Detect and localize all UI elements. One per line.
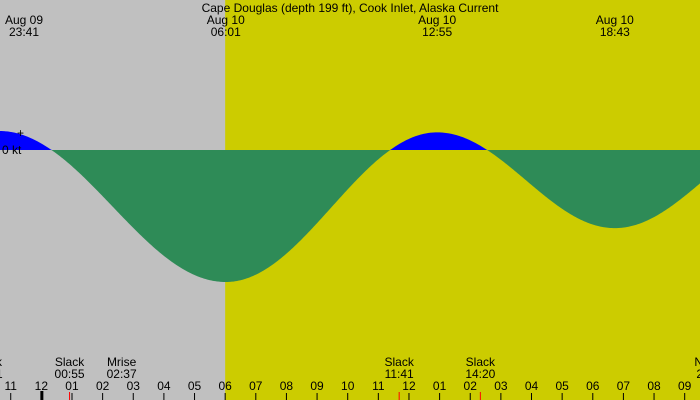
event-time-label: 02:37 bbox=[107, 367, 137, 381]
extremum-time-label: 18:43 bbox=[600, 25, 630, 39]
event-time-label: 11:41 bbox=[385, 367, 414, 381]
ebb-area bbox=[0, 150, 700, 282]
event-name-label: k bbox=[0, 355, 3, 369]
extremum-date-label: Aug 10 bbox=[418, 13, 456, 27]
current-curve bbox=[0, 131, 700, 282]
zero-line-group: 0 kt + bbox=[2, 126, 24, 157]
extremum-time-label: 23:41 bbox=[9, 25, 39, 39]
hour-tick-label: 08 bbox=[280, 379, 294, 393]
event-name-label: Slack bbox=[384, 355, 414, 369]
plus-marker: + bbox=[17, 126, 24, 140]
chart-title: Cape Douglas (depth 199 ft), Cook Inlet,… bbox=[202, 1, 499, 15]
hour-tick-label: 07 bbox=[617, 379, 631, 393]
hour-tick-label: 08 bbox=[647, 379, 661, 393]
extremum-date-label: Aug 10 bbox=[207, 13, 245, 27]
hour-tick-label: 02 bbox=[464, 379, 478, 393]
hour-tick-label: 05 bbox=[555, 379, 569, 393]
hour-tick-label: 11 bbox=[372, 379, 385, 393]
bottom-events: k1Slack00:55Mrise02:37Slack11:41Slack14:… bbox=[0, 355, 700, 400]
extremum-time-label: 06:01 bbox=[211, 25, 241, 39]
event-name-label: Slack bbox=[466, 355, 496, 369]
now-marker bbox=[40, 391, 44, 400]
hour-tick-label: 06 bbox=[218, 379, 232, 393]
hour-tick-label: 10 bbox=[341, 379, 355, 393]
hour-tick-label: 04 bbox=[525, 379, 539, 393]
hour-tick-label: 11 bbox=[4, 379, 17, 393]
hour-tick-label: 01 bbox=[65, 379, 79, 393]
hour-tick-label: 06 bbox=[586, 379, 600, 393]
hour-axis: 11 12 01 02 03 04 05 06 07 08 09 10 11 12 01 02 03 04 05 06… bbox=[4, 379, 692, 400]
hour-tick-label: 05 bbox=[188, 379, 202, 393]
hour-tick-label: 09 bbox=[678, 379, 692, 393]
hour-tick-label: 12 bbox=[402, 379, 416, 393]
zero-kt-label: 0 kt bbox=[2, 143, 22, 157]
hour-tick-label: 09 bbox=[310, 379, 324, 393]
hour-tick-label: 03 bbox=[127, 379, 141, 393]
hour-tick-label: 04 bbox=[157, 379, 171, 393]
extremum-date-label: Aug 09 bbox=[5, 13, 43, 27]
event-name-label: Slack bbox=[55, 355, 85, 369]
event-name-label: N bbox=[694, 355, 700, 369]
hour-tick-label: 01 bbox=[433, 379, 447, 393]
event-time-label: 2 bbox=[696, 367, 700, 381]
extremum-time-label: 12:55 bbox=[422, 25, 452, 39]
extremum-date-label: Aug 10 bbox=[596, 13, 634, 27]
hour-tick-label: 02 bbox=[96, 379, 110, 393]
hour-tick-label: 12 bbox=[35, 379, 49, 393]
event-time-label: 00:55 bbox=[55, 367, 85, 381]
hour-tick-label: 07 bbox=[249, 379, 263, 393]
event-time-label: 1 bbox=[0, 367, 3, 381]
event-time-label: 14:20 bbox=[465, 367, 495, 381]
hour-tick-label: 03 bbox=[494, 379, 508, 393]
event-name-label: Mrise bbox=[107, 355, 137, 369]
